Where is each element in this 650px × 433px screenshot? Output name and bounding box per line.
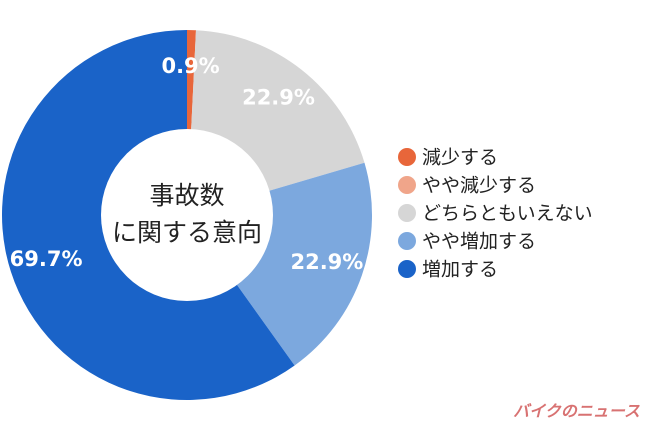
legend-swatch bbox=[398, 204, 416, 222]
center-label: に関する意向 bbox=[112, 218, 262, 247]
value-label: 69.7% bbox=[10, 247, 83, 271]
legend-swatch bbox=[398, 232, 416, 250]
legend-swatch bbox=[398, 148, 416, 166]
legend-swatch bbox=[398, 260, 416, 278]
legend-label: やや減少する bbox=[422, 175, 536, 197]
value-label: 22.9% bbox=[290, 250, 363, 274]
legend-label: やや増加する bbox=[422, 231, 536, 253]
value-label: 22.9% bbox=[242, 86, 315, 110]
legend-label: どちらともいえない bbox=[422, 203, 593, 225]
donut-hole bbox=[101, 129, 273, 301]
legend-swatch bbox=[398, 176, 416, 194]
center-label: 事故数 bbox=[149, 181, 224, 210]
watermark: バイクのニュース bbox=[513, 402, 640, 421]
value-label: 0.9% bbox=[161, 54, 219, 78]
legend-label: 増加する bbox=[422, 259, 498, 281]
legend-label: 減少する bbox=[422, 147, 498, 169]
